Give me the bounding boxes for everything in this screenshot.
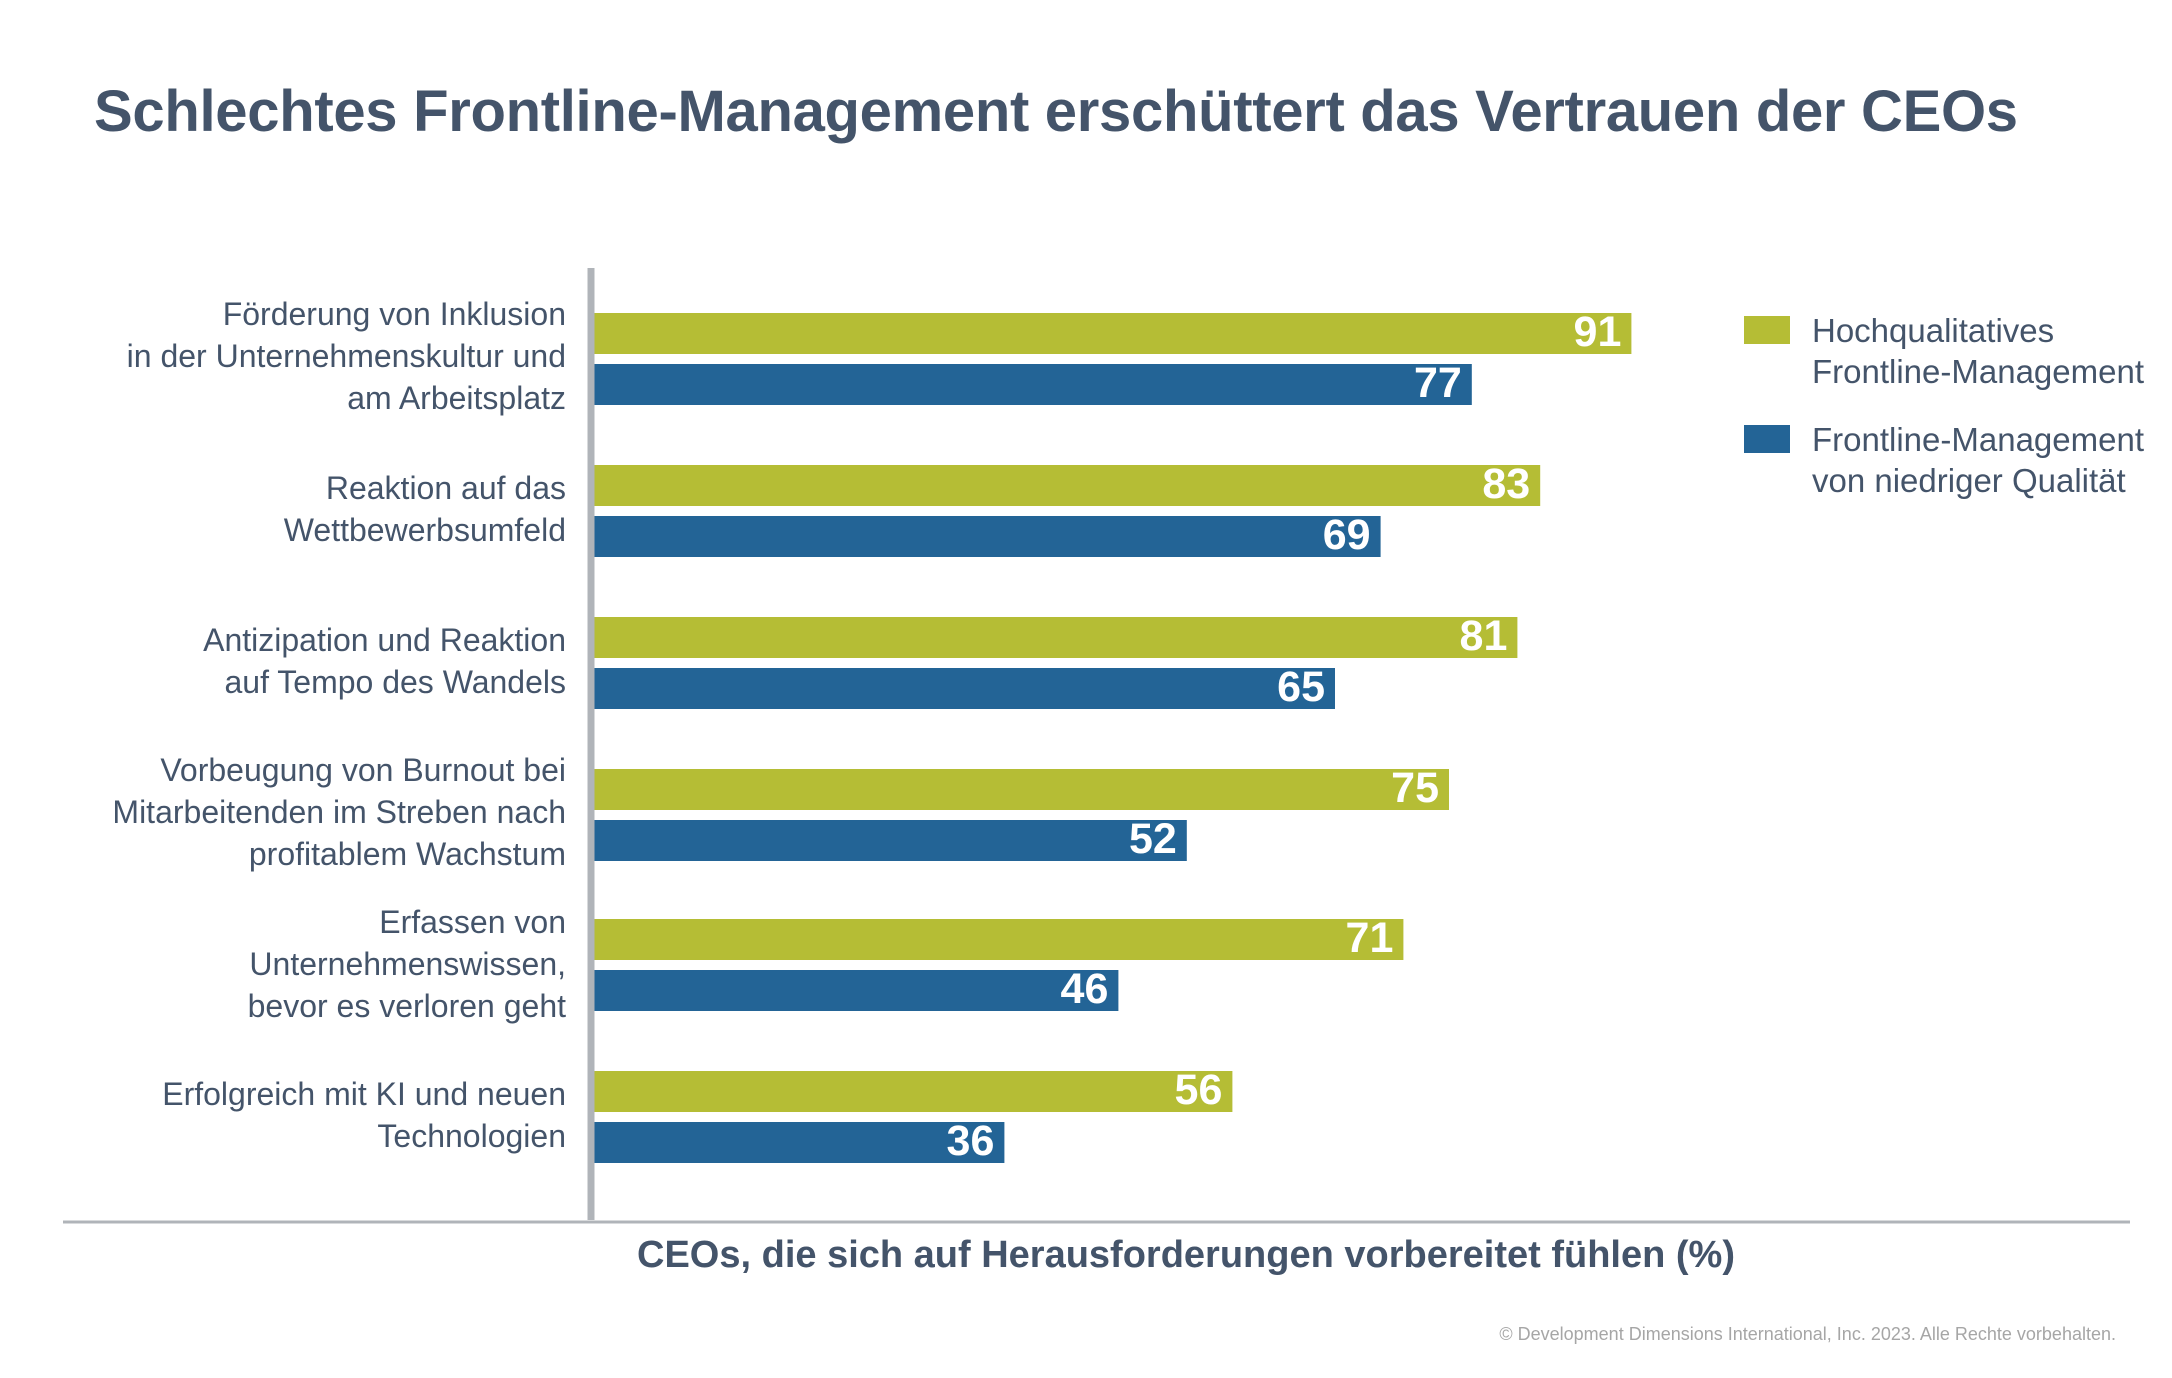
bar-low-quality bbox=[594, 820, 1187, 861]
bar-high-quality bbox=[594, 1071, 1233, 1112]
bar-high-quality bbox=[594, 919, 1404, 960]
legend-swatch-low-quality bbox=[1744, 425, 1790, 453]
legend-label-low-quality: Frontline-Management von niedriger Quali… bbox=[1812, 421, 2144, 499]
bar-low-quality bbox=[594, 1122, 1005, 1163]
bar-value-label: 56 bbox=[1175, 1066, 1223, 1114]
bar-value-label: 81 bbox=[1460, 612, 1508, 660]
value-labels-layer: 91 83 81 75 71 56 77 69 65 52 46 36 bbox=[947, 308, 1622, 1165]
bar-value-label: 69 bbox=[1323, 511, 1371, 559]
legend-item-low-quality: Frontline-Management von niedriger Quali… bbox=[1744, 419, 2144, 501]
bar-low-quality bbox=[594, 516, 1381, 557]
chart-title: Schlechtes Frontline-Management erschütt… bbox=[94, 79, 2018, 144]
bar-value-label: 83 bbox=[1482, 460, 1530, 508]
legend-item-high-quality: Hochqualitatives Frontline-Management bbox=[1744, 310, 2144, 392]
legend-label-high-quality: Hochqualitatives Frontline-Management bbox=[1812, 312, 2144, 390]
category-label: Erfassen von Unternehmenswissen, bevor e… bbox=[247, 904, 566, 1024]
category-label: Vorbeugung von Burnout bei Mitarbeitende… bbox=[112, 752, 566, 872]
bars-layer bbox=[594, 313, 1632, 1163]
bar-high-quality bbox=[594, 769, 1449, 810]
bar-value-label: 36 bbox=[947, 1117, 995, 1165]
category-label: Reaktion auf das Wettbewerbsumfeld bbox=[283, 470, 566, 548]
bar-high-quality bbox=[594, 617, 1518, 658]
bar-value-label: 46 bbox=[1061, 965, 1109, 1013]
category-label: Antizipation und Reaktion auf Tempo des … bbox=[203, 622, 566, 700]
bar-value-label: 77 bbox=[1414, 359, 1462, 407]
copyright-notice: © Development Dimensions International, … bbox=[1499, 1324, 2116, 1344]
legend-swatch-high-quality bbox=[1744, 316, 1790, 344]
category-label: Erfolgreich mit KI und neuen Technologie… bbox=[162, 1076, 566, 1154]
bar-low-quality bbox=[594, 668, 1335, 709]
bar-low-quality bbox=[594, 970, 1119, 1011]
bar-value-label: 71 bbox=[1346, 914, 1394, 962]
category-label: Förderung von Inklusion in der Unternehm… bbox=[126, 296, 566, 416]
bar-value-label: 65 bbox=[1277, 663, 1325, 711]
bar-high-quality bbox=[594, 465, 1541, 506]
bar-value-label: 52 bbox=[1129, 815, 1177, 863]
bar-high-quality bbox=[594, 313, 1632, 354]
bar-low-quality bbox=[594, 364, 1472, 405]
bar-value-label: 91 bbox=[1574, 308, 1622, 356]
bar-value-label: 75 bbox=[1391, 764, 1439, 812]
x-axis-title: CEOs, die sich auf Herausforderungen vor… bbox=[637, 1234, 1735, 1276]
